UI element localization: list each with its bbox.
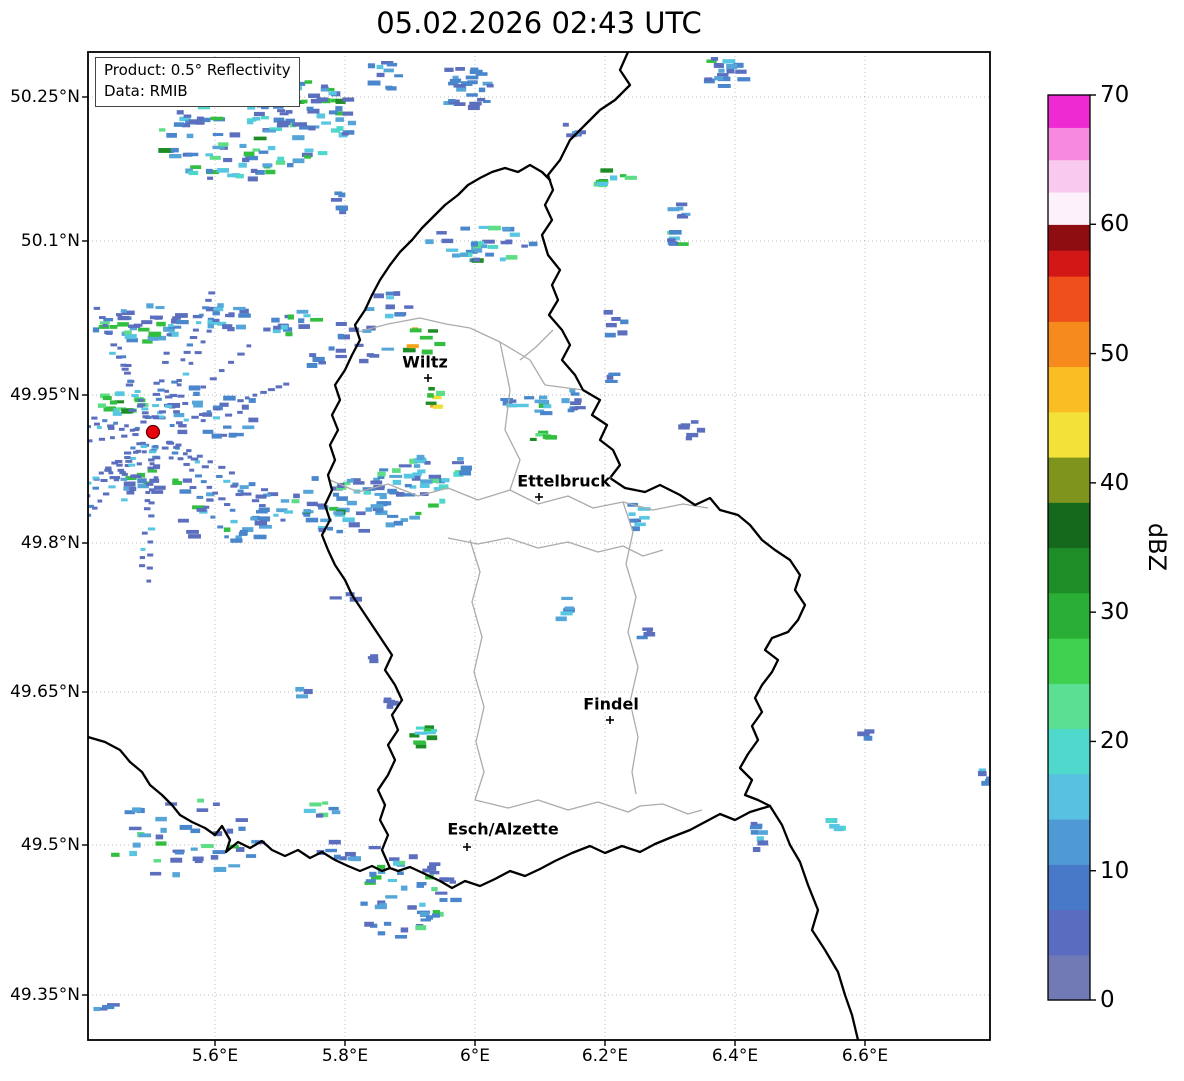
y-tick-label: 50.25°N [10,87,80,107]
x-tick-label: 6.2°E [581,1046,629,1066]
radar-clutter-spokes [88,291,290,583]
radar-site [145,424,161,440]
region-border-line [519,329,554,361]
y-tick-label: 49.8°N [20,533,80,553]
x-tick-label: 6.6°E [841,1046,889,1066]
city-label-wiltz: Wiltz [402,352,448,372]
grid-lines [88,52,990,1040]
y-tick-label: 49.5°N [20,835,80,855]
region-border-line [357,317,584,391]
country-borders [88,52,860,1040]
city-label-ettelbruck: Ettelbruck [517,471,611,491]
y-tick-label: 49.35°N [10,985,80,1005]
colorbar-tick-label: 0 [1100,987,1115,1013]
region-border-line [474,799,703,815]
colorbar [1047,94,1096,1001]
x-tick-label: 5.6°E [191,1046,239,1066]
colorbar-tick-label: 40 [1100,469,1130,496]
axis-ticks [82,96,866,1046]
plot-border [87,51,991,1041]
city-label-esch-alzette: Esch/Alzette [447,819,559,839]
product-info-box: Product: 0.5° Reflectivity Data: RMIB [95,57,300,107]
region-border-line [469,539,485,801]
luxembourg-border [320,52,807,890]
y-tick-label: 49.95°N [10,385,80,405]
product-info-line2: Data: RMIB [104,82,188,101]
product-info-line1: Product: 0.5° Reflectivity [104,61,291,79]
x-tick-label: 5.8°E [321,1046,369,1066]
y-tick-label: 49.65°N [10,682,80,702]
colorbar-tick-label: 60 [1100,211,1130,238]
y-tick-label: 50.1°N [20,231,80,251]
colorbar-tick-label: 50 [1100,340,1130,367]
colorbar-tick-label: 70 [1100,82,1130,108]
region-border-line [329,479,709,511]
region-border-line [499,341,521,491]
regional-borders [329,317,709,815]
radar-site-marker [145,424,161,440]
colorbar-tick-label: 20 [1100,728,1130,755]
colorbar-tick-label: 10 [1100,857,1130,884]
city-label-findel: Findel [583,694,639,714]
moselle-border [768,804,860,1040]
radar-echoes [92,57,990,1012]
region-border-line [622,501,639,795]
page-title: 05.02.2026 02:43 UTC [376,6,702,40]
colorbar-axis-label: dBZ [1143,522,1171,572]
region-border-line [447,537,664,557]
x-tick-label: 6.4°E [711,1046,759,1066]
colorbar-tick-label: 30 [1100,599,1130,626]
franco-belgian-border [88,735,392,873]
x-tick-label: 6°E [459,1046,491,1066]
city-markers [424,374,614,851]
